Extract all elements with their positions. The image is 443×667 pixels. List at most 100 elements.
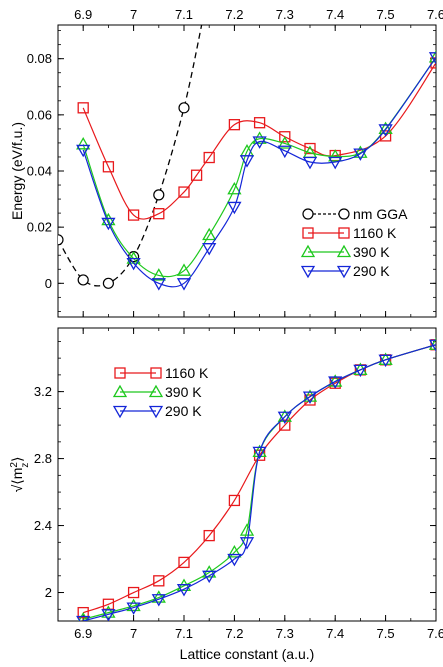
data-point [279,419,291,431]
data-point [378,121,393,135]
data-point [202,570,217,584]
data-point [430,339,436,351]
data-point [77,606,89,619]
series-line [83,344,436,614]
x-tick-label: 7.6 [427,626,443,641]
x-tick-label: 7.5 [377,626,395,641]
y-axis-title: √⟨mz2⟩ [9,457,31,493]
legend-marker [338,208,350,220]
data-point [428,339,436,353]
data-point [239,523,255,536]
data-point [102,161,115,173]
data-point [328,149,343,162]
data-point [176,263,192,276]
data-point [126,257,141,271]
legend-label: nm GGA [353,206,408,222]
data-point [178,102,190,114]
plot-area [76,337,436,621]
data-point [252,131,267,144]
y-tick-label: 0.04 [27,164,52,179]
data-point [378,354,393,368]
data-point [227,181,242,195]
y-tick-label: 2.4 [34,518,52,533]
top-panel: 6.9 7 7.1 7.2 7.3 7.4 7.5 7.6 0 0.02 0.04 0.06 0.08 E… [9,7,443,318]
data-point [76,615,91,621]
x-tick-label-top: 7.3 [276,7,294,22]
legend-label: 1160 K [165,365,209,381]
data-point [202,227,217,241]
x-tick-label-top: 7.1 [175,7,193,22]
data-point [239,537,255,550]
legend-marker [114,367,126,379]
legend-marker [150,367,162,379]
x-tick-label: 6.9 [74,626,92,641]
data-point [253,117,266,129]
legend-marker [148,405,164,419]
data-point [101,212,116,226]
y-tick-label: 0.06 [27,107,52,122]
data-point [252,446,267,460]
data-point [178,556,190,569]
data-point [126,602,141,615]
data-point [153,575,165,587]
data-point [302,156,318,170]
legend-marker [112,384,128,398]
legend-marker [300,265,316,279]
legend-marker [300,244,316,258]
data-point [151,590,166,603]
data-point [101,605,116,618]
series-line [83,344,436,621]
data-point [302,391,318,404]
x-tick-label-top: 7.6 [427,7,443,22]
legend: nm GGA 1160 K 390 K 290 K [300,206,408,279]
x-tick-label: 7.4 [326,626,344,641]
bottom-panel: 6.9 7 7.1 7.2 7.3 7.4 7.5 7.6 2 2.4 2.8 3.2 √⟨mz2⟩ La… [9,327,443,662]
legend-marker [302,208,314,220]
data-point [227,553,242,567]
legend-label: 390 K [353,244,390,260]
y-axis-title: Energy (eV/f.u.) [9,122,25,220]
data-point [151,594,166,607]
data-point [277,409,292,422]
data-point [76,144,91,158]
data-point [428,337,436,350]
data-point [304,142,316,155]
data-point [153,208,165,220]
data-point [127,209,140,221]
x-tick-label: 7 [130,626,137,641]
y-tick-label: 2.8 [34,451,52,466]
legend: 1160 K 390 K 290 K [112,365,209,419]
data-point [176,584,192,597]
legend-marker [336,265,352,279]
data-point [178,186,190,198]
plot-area [58,25,436,291]
x-tick-label-top: 7.5 [377,7,395,22]
y-tick-label: 3.2 [34,384,52,399]
series-line [82,62,436,220]
y-tick-label: 2 [45,585,52,600]
series-line [83,344,436,620]
series-line [58,25,203,287]
data-point [279,131,291,143]
legend-marker [338,227,350,239]
data-point [227,545,242,558]
data-point [102,277,115,289]
data-point [153,189,165,201]
data-point [151,268,166,281]
data-point [176,278,192,291]
data-point [328,156,343,170]
x-tick-label-top: 6.9 [74,7,92,22]
y-tick-label: 0.02 [27,220,52,235]
data-point [328,376,343,389]
data-point [277,145,292,159]
legend-label: 1160 K [353,225,397,241]
legend-marker [336,244,352,258]
data-point [428,49,436,63]
data-point [126,598,141,612]
x-tick-label-top: 7.2 [225,7,243,22]
data-point [101,609,116,621]
data-point [252,444,267,458]
x-tick-label: 7.1 [175,626,193,641]
data-point [76,137,91,150]
data-point [203,151,215,164]
